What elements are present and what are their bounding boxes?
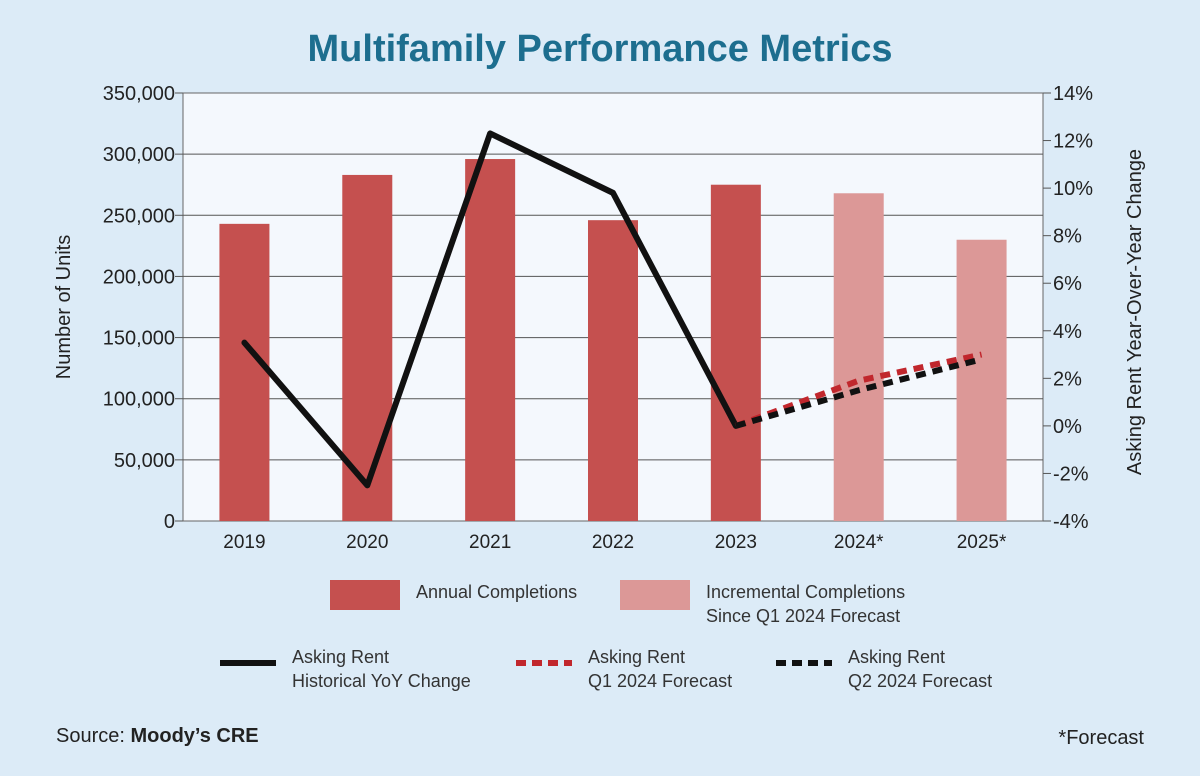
y-tick-label: 0 — [164, 511, 175, 533]
legend-label-historical-1: Asking Rent — [292, 647, 390, 667]
chart-title: Multifamily Performance Metrics — [307, 28, 893, 70]
y-right-tick-label: 14% — [1053, 83, 1093, 105]
legend-label-q2-1: Asking Rent — [848, 647, 946, 667]
legend-label-q1-1: Asking Rent — [588, 647, 686, 667]
y-tick-label: 200,000 — [103, 266, 175, 288]
legend-label-q1-2: Q1 2024 Forecast — [588, 671, 733, 691]
y-axis-title-left: Number of Units — [53, 235, 75, 380]
y-right-tick-label: 6% — [1053, 273, 1082, 295]
x-tick-label: 2019 — [223, 532, 265, 553]
x-tick-label: 2020 — [346, 532, 388, 553]
y-tick-label: 250,000 — [103, 205, 175, 227]
y-right-tick-label: 10% — [1053, 178, 1093, 200]
source-label: Source: — [56, 725, 131, 747]
series-line-asking-rent-q2-2024-forecast — [735, 356, 983, 429]
y-right-tick-label: 12% — [1053, 131, 1093, 153]
bar-2021 — [465, 159, 516, 521]
legend-label-annual: Annual Completions — [416, 582, 578, 602]
legend-incremental-completions: Incremental Completions Since Q1 2024 Fo… — [620, 580, 905, 628]
y-axis-title-right: Asking Rent Year-Over-Year Change — [1124, 149, 1146, 475]
legend-swatch-incremental — [620, 580, 690, 610]
y-tick-label: 50,000 — [114, 450, 175, 472]
y-tick-label: 300,000 — [103, 144, 175, 166]
x-tick-label: 2021 — [469, 532, 511, 553]
y-right-tick-label: 8% — [1053, 226, 1082, 248]
legend-annual-completions: Annual Completions — [330, 580, 577, 610]
legend-historical: Asking Rent Historical YoY Change — [220, 645, 471, 693]
source-note: Source: Moody’s CRE — [56, 725, 259, 748]
legend-swatch-q1 — [516, 660, 572, 666]
x-tick-label: 2023 — [715, 532, 757, 553]
legend-swatch-annual — [330, 580, 400, 610]
source-name: Moody’s CRE — [130, 725, 259, 747]
legend-swatch-q2 — [776, 660, 832, 666]
bar-2022 — [588, 220, 638, 522]
legend-label-historical-2: Historical YoY Change — [292, 671, 471, 691]
x-tick-label: 2022 — [592, 532, 634, 553]
series-line-asking-rent-q1-2024-forecast — [734, 351, 983, 429]
y-right-tick-label: -4% — [1053, 511, 1089, 533]
y-right-tick-label: -2% — [1053, 463, 1089, 485]
y-right-tick-label: 4% — [1053, 321, 1082, 343]
bar-2019 — [219, 223, 270, 522]
legend-q2-forecast: Asking Rent Q2 2024 Forecast — [776, 645, 992, 693]
x-tick-label: 2025* — [957, 532, 1007, 553]
bar-2025 — [956, 239, 1007, 521]
y-tick-label: 350,000 — [103, 83, 175, 105]
y-right-tick-label: 0% — [1053, 416, 1082, 438]
legend-q1-forecast: Asking Rent Q1 2024 Forecast — [516, 645, 732, 693]
bar-2024 — [833, 193, 884, 521]
x-tick-label: 2024* — [834, 532, 884, 553]
bar-2023 — [710, 184, 761, 521]
legend-label-q2-2: Q2 2024 Forecast — [848, 671, 993, 691]
legend-swatch-historical — [220, 660, 276, 666]
legend-label-incremental-2: Since Q1 2024 Forecast — [706, 606, 901, 626]
y-tick-label: 100,000 — [103, 389, 175, 411]
y-right-tick-label: 2% — [1053, 368, 1082, 390]
series-line-asking-rent-historical-yoy-change — [241, 130, 739, 489]
legend-label-incremental-1: Incremental Completions — [706, 582, 906, 602]
forecast-footnote: *Forecast — [1058, 727, 1144, 749]
y-tick-label: 150,000 — [103, 328, 175, 350]
